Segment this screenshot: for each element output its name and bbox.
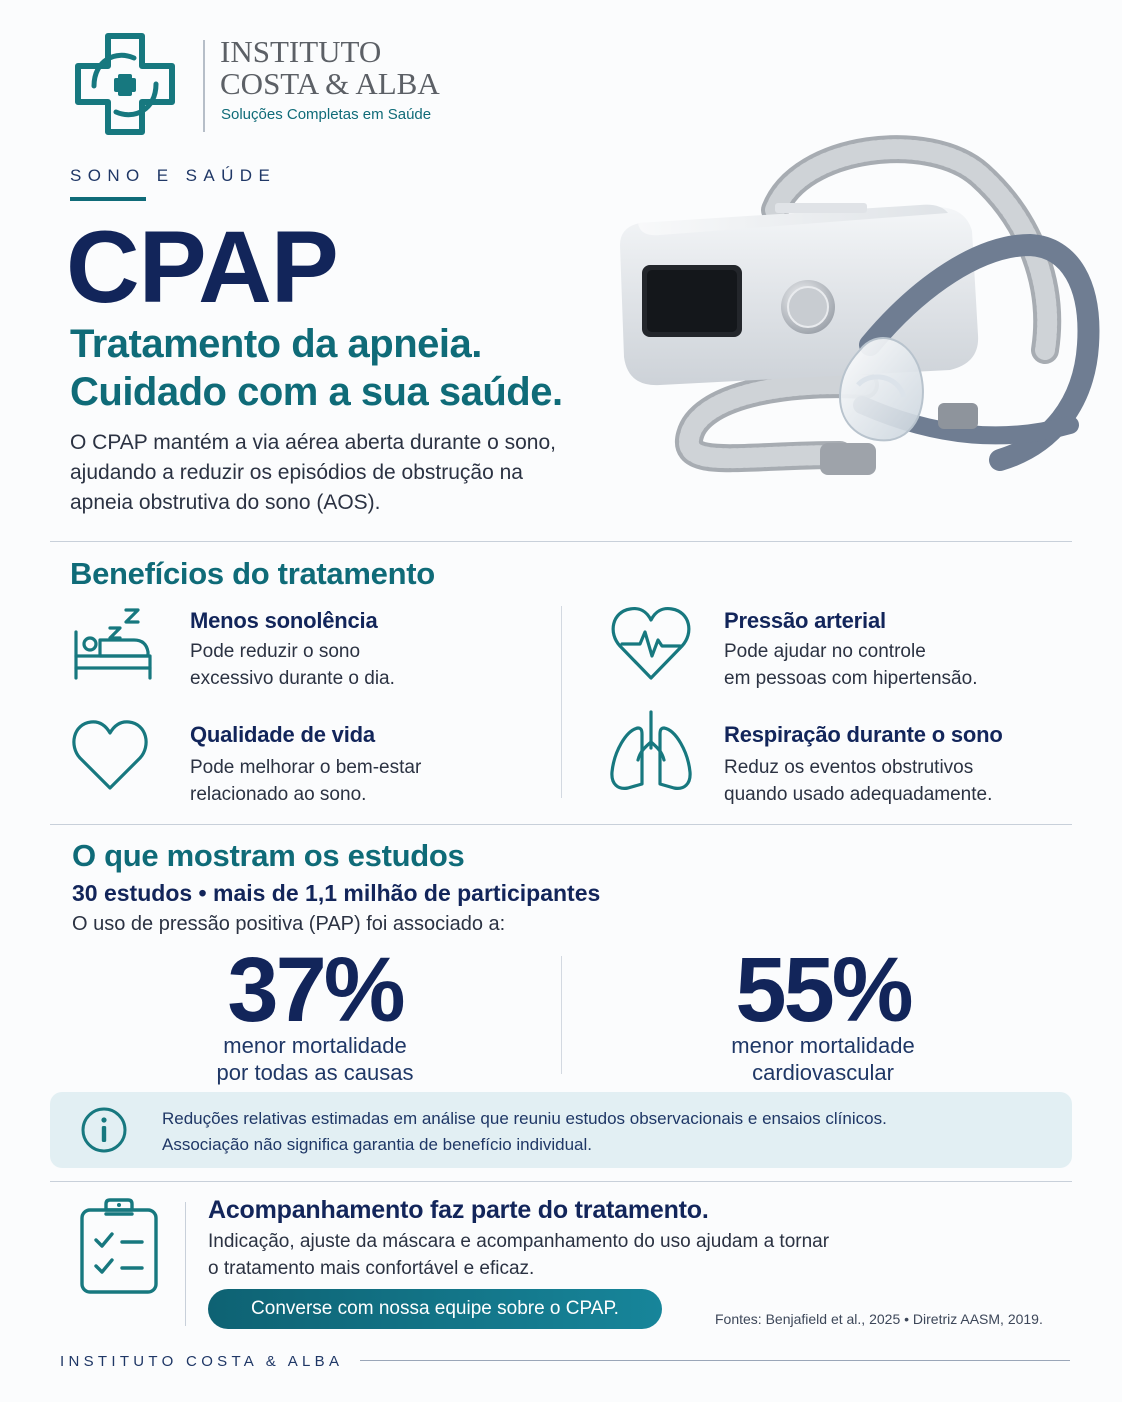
studies-subtitle: 30 estudos • mais de 1,1 milhão de parti…	[72, 880, 601, 906]
section-divider	[50, 824, 1072, 825]
stat-label: menor mortalidade cardiovascular	[668, 1032, 978, 1086]
benefit-description-line1: Pode ajudar no controle	[724, 641, 926, 662]
sources-citation: Fontes: Benjafield et al., 2025 • Diretr…	[715, 1311, 1043, 1327]
benefit-title: Qualidade de vida	[190, 722, 375, 747]
hero-title: CPAP	[66, 210, 339, 324]
hero-subtitle: Tratamento da apneia. Cuidado com a sua …	[70, 320, 563, 416]
followup-divider	[185, 1202, 186, 1326]
info-note-line2: Associação não significa garantia de ben…	[162, 1135, 592, 1154]
info-note	[50, 1092, 1072, 1168]
benefit-title: Pressão arterial	[724, 608, 886, 633]
info-note-line1: Reduções relativas estimadas em análise …	[162, 1109, 887, 1128]
studies-title: O que mostram os estudos	[72, 838, 465, 873]
stat-label-line1: menor mortalidade	[731, 1033, 915, 1058]
hero-description-line2: ajudando a reduzir os episódios de obstr…	[70, 461, 523, 484]
benefit-title: Respiração durante o sono	[724, 722, 1003, 747]
hero-subtitle-line2: Cuidado com a sua saúde.	[70, 370, 563, 414]
cpap-device-image	[620, 135, 1100, 475]
footer-rule	[360, 1360, 1070, 1361]
kicker-underline	[70, 197, 146, 201]
stat-label-line2: cardiovascular	[752, 1060, 894, 1085]
benefit-description-line1: Pode melhorar o bem-estar	[190, 757, 422, 778]
section-kicker: SONO E SAÚDE	[70, 166, 277, 185]
benefit-description: Pode melhorar o bem-estar relacionado ao…	[190, 754, 421, 808]
benefit-title: Menos sonolência	[190, 608, 378, 633]
benefit-description-line2: excessivo durante o dia.	[190, 668, 395, 689]
benefits-column-divider	[561, 606, 562, 798]
info-note-text: Reduções relativas estimadas em análise …	[162, 1106, 887, 1158]
followup-description-line2: o tratamento mais confortável e eficaz.	[208, 1258, 535, 1279]
heart-outline-icon	[72, 720, 148, 790]
benefit-description-line1: Reduz os eventos obstrutivos	[724, 757, 974, 778]
benefit-description-line2: relacionado ao sono.	[190, 784, 367, 805]
benefit-description: Reduz os eventos obstrutivos quando usad…	[724, 754, 992, 808]
stat-value: 37%	[227, 939, 405, 1041]
stats-divider	[561, 956, 562, 1074]
hero-description-line1: O CPAP mantém a via aérea aberta durante…	[70, 431, 557, 454]
studies-intro: O uso de pressão positiva (PAP) foi asso…	[72, 913, 506, 935]
sleeping-bed-icon	[74, 608, 152, 680]
section-divider	[50, 541, 1072, 542]
hero-description-line3: apneia obstrutiva do sono (AOS).	[70, 491, 381, 514]
hero-description: O CPAP mantém a via aérea aberta durante…	[70, 428, 670, 518]
benefit-description-line2: quando usado adequadamente.	[724, 784, 993, 805]
section-divider	[50, 1181, 1072, 1182]
lungs-icon	[610, 710, 692, 790]
benefit-description: Pode reduzir o sono excessivo durante o …	[190, 638, 395, 692]
benefit-description-line2: em pessoas com hipertensão.	[724, 668, 978, 689]
brand-name-line2: COSTA & ALBA	[220, 66, 440, 101]
brand-tagline: Soluções Completas em Saúde	[221, 106, 432, 123]
hero-subtitle-line1: Tratamento da apneia.	[70, 322, 482, 366]
heart-pulse-icon	[611, 606, 691, 680]
footer-brand: INSTITUTO COSTA & ALBA	[60, 1353, 344, 1370]
brand-name: INSTITUTO COSTA & ALBA	[220, 36, 440, 100]
logo-divider	[203, 40, 205, 132]
stat-label-line1: menor mortalidade	[223, 1033, 407, 1058]
followup-description-line1: Indicação, ajuste da máscara e acompanha…	[208, 1231, 830, 1252]
brand-name-line1: INSTITUTO	[220, 34, 382, 69]
info-icon	[81, 1107, 127, 1153]
stat-value: 55%	[735, 939, 913, 1041]
benefit-description: Pode ajudar no controle em pessoas com h…	[724, 638, 977, 692]
stat-label: menor mortalidade por todas as causas	[160, 1032, 470, 1086]
clipboard-checklist-icon	[80, 1198, 158, 1294]
benefits-title: Benefícios do tratamento	[70, 556, 435, 591]
stat-label-line2: por todas as causas	[216, 1060, 414, 1085]
followup-title: Acompanhamento faz parte do tratamento.	[208, 1196, 709, 1224]
benefit-description-line1: Pode reduzir o sono	[190, 641, 361, 662]
contact-team-button[interactable]: Converse com nossa equipe sobre o CPAP.	[208, 1289, 662, 1329]
followup-description: Indicação, ajuste da máscara e acompanha…	[208, 1228, 829, 1282]
logo-cross-icon	[75, 33, 175, 135]
